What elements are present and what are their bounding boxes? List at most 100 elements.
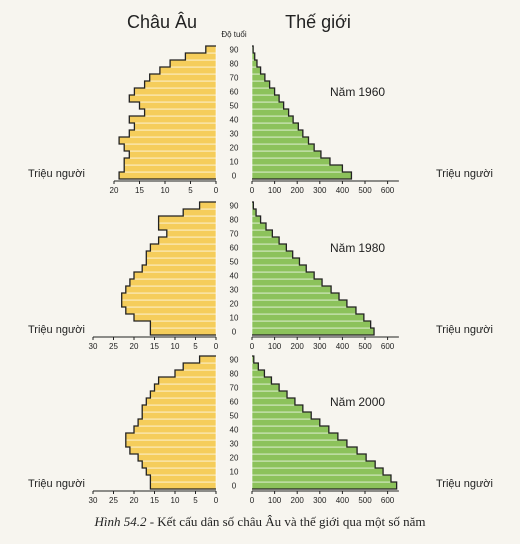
unit-label-right-2000: Triệu người [436, 478, 493, 490]
europe-outline-1980 [121, 201, 216, 336]
age-label-1980-2: 10 [230, 314, 239, 323]
world-bar-1960-4 [251, 143, 315, 152]
world-bar-2000-4 [251, 453, 367, 462]
world-bar-2000-11 [251, 404, 304, 413]
world-tick-1980-4: 400 [336, 342, 350, 351]
europe-bar-2000-7 [125, 432, 217, 441]
europe-tick-1960-0: 20 [110, 186, 119, 195]
world-bar-1960-2 [251, 157, 331, 166]
europe-bar-1980-12 [150, 243, 217, 252]
population-pyramids-chart: Châu Âu Thế giới Độ tuổi0102030405060708… [28, 12, 493, 505]
europe-bar-1960-16 [169, 59, 217, 68]
world-bar-1980-15 [251, 222, 267, 231]
unit-label-left-2000: Triệu người [28, 478, 85, 490]
europe-bar-2000-15 [158, 376, 217, 385]
age-label-2000-12: 60 [230, 398, 239, 407]
world-tick-1980-3: 300 [313, 342, 327, 351]
europe-bar-1980-5 [121, 292, 217, 301]
world-bar-1960-12 [251, 87, 275, 96]
world-bar-1960-1 [251, 164, 343, 173]
world-bar-1980-9 [251, 264, 307, 273]
europe-tick-1980-3: 15 [150, 342, 159, 351]
europe-tick-1980-4: 10 [171, 342, 180, 351]
world-tick-2000-6: 600 [381, 496, 395, 505]
europe-bar-1960-0 [118, 171, 217, 180]
age-label-2000-16: 80 [230, 370, 239, 379]
age-axis-label: Độ tuổi [221, 30, 247, 39]
world-tick-1960-5: 500 [358, 186, 372, 195]
world-outline-2000 [252, 355, 398, 490]
age-label-1960-4: 20 [230, 144, 239, 153]
europe-bar-1980-14 [166, 229, 217, 238]
europe-outline-2000 [125, 355, 216, 490]
world-bar-1980-11 [251, 250, 293, 259]
unit-label-left-1960: Triệu người [28, 168, 85, 180]
europe-bar-2000-12 [146, 397, 217, 406]
europe-outline-1960 [118, 45, 216, 180]
europe-tick-1980-1: 25 [109, 342, 118, 351]
world-tick-1960-1: 100 [268, 186, 282, 195]
world-tick-1980-0: 0 [250, 342, 255, 351]
europe-bar-1960-14 [149, 73, 217, 82]
europe-bar-1980-18 [199, 201, 217, 210]
world-bar-1980-2 [251, 313, 365, 322]
world-bar-2000-13 [251, 390, 288, 399]
age-label-1980-14: 70 [230, 230, 239, 239]
age-label-1980-12: 60 [230, 244, 239, 253]
europe-bar-2000-2 [146, 467, 217, 476]
europe-tick-2000-5: 5 [193, 496, 198, 505]
europe-tick-1960-3: 5 [188, 186, 193, 195]
europe-bar-1960-4 [123, 143, 217, 152]
age-label-2000-0: 0 [232, 482, 237, 491]
caption-text: - Kết cấu dân số châu Âu và thế giới qua… [146, 514, 426, 529]
world-outline-1960 [252, 45, 353, 180]
europe-tick-2000-3: 15 [150, 496, 159, 505]
world-bar-1980-16 [251, 215, 261, 224]
europe-bar-1960-6 [129, 129, 217, 138]
europe-bar-1960-12 [134, 87, 217, 96]
world-bar-2000-12 [251, 397, 296, 406]
age-label-2000-6: 30 [230, 440, 239, 449]
europe-bar-1960-1 [123, 164, 217, 173]
world-tick-2000-2: 200 [291, 496, 305, 505]
age-label-1980-10: 50 [230, 258, 239, 267]
europe-bar-1980-16 [158, 215, 217, 224]
world-bar-1980-14 [251, 229, 273, 238]
world-bar-1980-0 [251, 327, 375, 336]
europe-bar-2000-10 [141, 411, 217, 420]
age-label-2000-10: 50 [230, 412, 239, 421]
europe-bar-1960-17 [185, 52, 217, 61]
world-bar-2000-1 [251, 474, 392, 483]
europe-bar-2000-9 [137, 418, 217, 427]
europe-bar-2000-0 [150, 481, 217, 490]
world-bar-2000-6 [251, 439, 348, 448]
europe-bar-1980-8 [133, 271, 217, 280]
age-label-2000-8: 40 [230, 426, 239, 435]
age-label-2000-4: 20 [230, 454, 239, 463]
europe-tick-1980-6: 0 [214, 342, 219, 351]
europe-tick-2000-6: 0 [214, 496, 219, 505]
europe-bar-2000-17 [182, 362, 217, 371]
europe-title: Châu Âu [127, 12, 197, 32]
europe-tick-2000-2: 20 [130, 496, 139, 505]
world-bar-1980-10 [251, 257, 300, 266]
age-label-1980-8: 40 [230, 272, 239, 281]
europe-tick-1980-5: 5 [193, 342, 198, 351]
europe-tick-1960-4: 0 [214, 186, 219, 195]
age-label-1960-14: 70 [230, 74, 239, 83]
age-label-1980-4: 20 [230, 300, 239, 309]
age-label-1960-10: 50 [230, 102, 239, 111]
world-bar-2000-7 [251, 432, 339, 441]
age-label-1980-0: 0 [232, 328, 237, 337]
europe-tick-1960-1: 15 [135, 186, 144, 195]
europe-tick-2000-1: 25 [109, 496, 118, 505]
age-label-1960-6: 30 [230, 130, 239, 139]
world-tick-1960-4: 400 [336, 186, 350, 195]
world-tick-2000-1: 100 [268, 496, 282, 505]
europe-bar-1960-8 [129, 115, 217, 124]
europe-bar-1960-9 [144, 108, 217, 117]
world-bar-1980-6 [251, 285, 332, 294]
world-bar-1980-4 [251, 299, 348, 308]
